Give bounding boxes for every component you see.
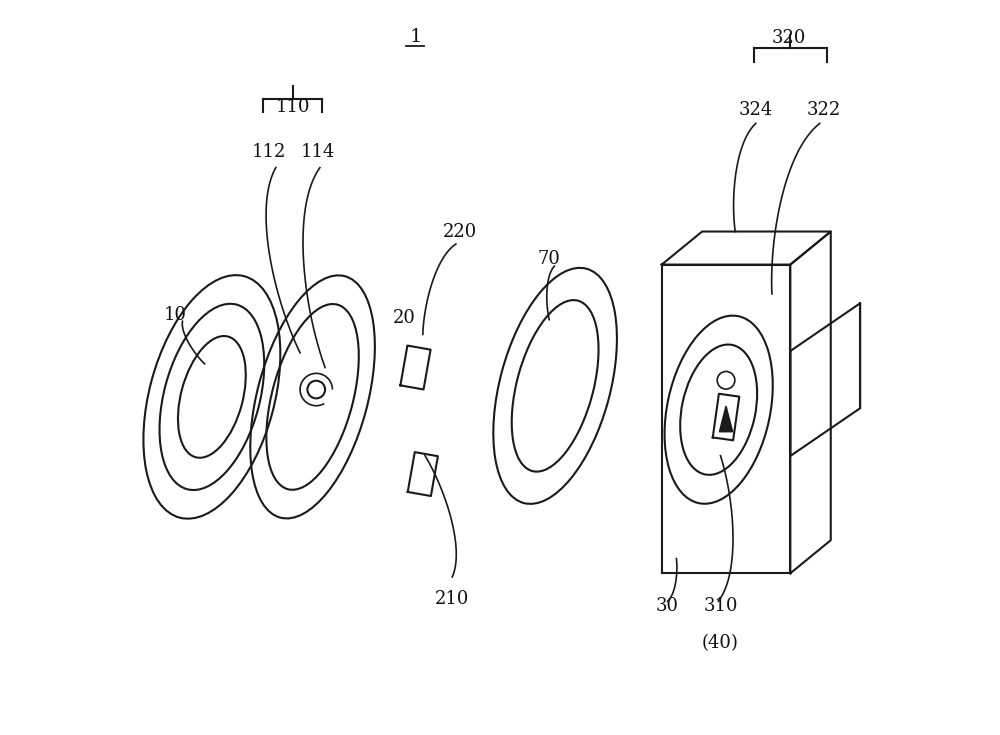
Text: 310: 310	[703, 598, 738, 615]
Text: 30: 30	[655, 598, 678, 615]
Text: 10: 10	[164, 306, 187, 323]
Text: 70: 70	[538, 250, 561, 268]
Polygon shape	[719, 406, 733, 431]
Text: 110: 110	[275, 98, 310, 115]
Text: 324: 324	[739, 101, 773, 119]
Text: 220: 220	[442, 223, 477, 240]
Text: 114: 114	[301, 143, 335, 161]
Text: 1: 1	[409, 28, 422, 46]
Text: 320: 320	[772, 29, 806, 47]
Text: 322: 322	[806, 101, 841, 119]
Text: 210: 210	[435, 590, 469, 608]
Text: (40): (40)	[702, 634, 739, 652]
Text: 20: 20	[393, 309, 416, 326]
Text: 112: 112	[251, 143, 286, 161]
